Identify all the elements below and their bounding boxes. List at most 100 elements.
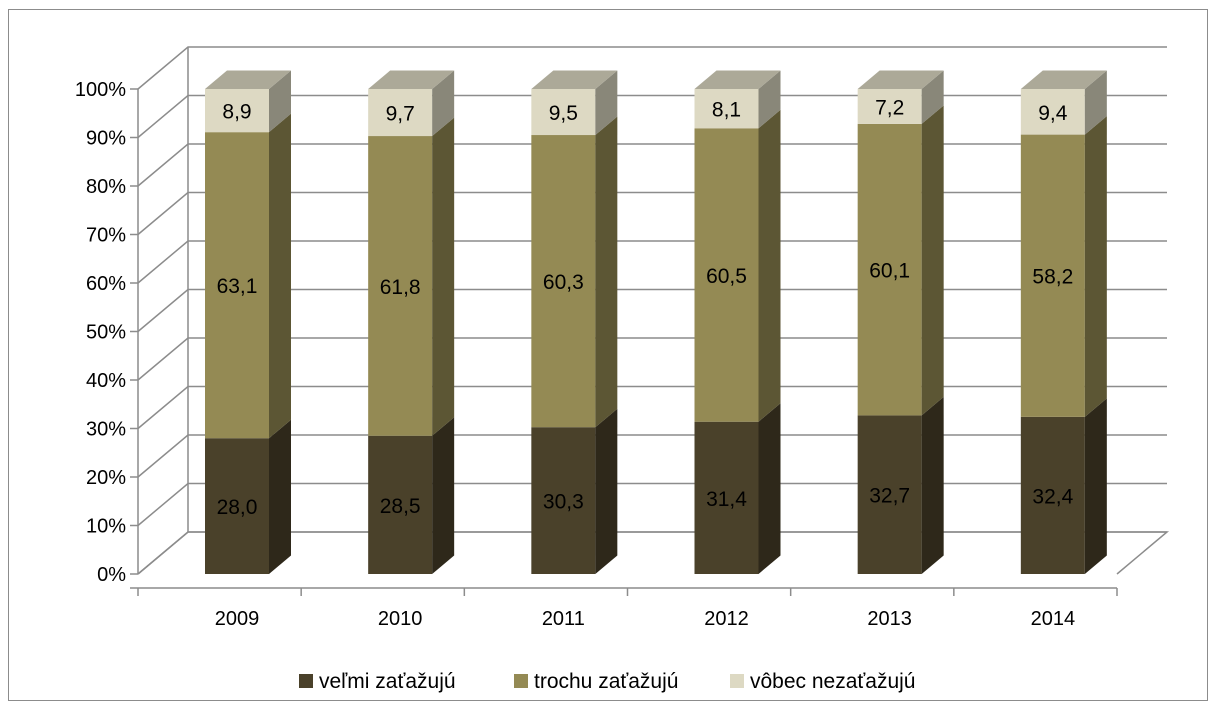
- y-tick-label: 50%: [86, 322, 126, 344]
- bar-segment-front: [368, 435, 433, 574]
- gridlines: [137, 46, 1167, 575]
- gridline: [137, 385, 1167, 430]
- stacked-bar-chart: 28,0 63,1 8,9 28,5 61,8 9,7 30,3 60,3 9,5 31,4 60,…: [75, 46, 1170, 693]
- bar-segment-side: [432, 70, 455, 137]
- y-tick-label: 100%: [75, 79, 126, 101]
- bar-segment-side: [921, 70, 944, 124]
- bar-segment-front: [694, 421, 759, 574]
- bar-segment-side: [1084, 70, 1107, 135]
- x-tick-label: 2009: [215, 608, 260, 630]
- data-label: 9,7: [386, 103, 415, 126]
- bar-segment-front: [531, 135, 596, 428]
- data-label: 58,2: [1032, 266, 1073, 289]
- bar-segment-front: [857, 415, 922, 574]
- y-tick-label: 80%: [86, 176, 126, 198]
- legend-swatch: [514, 674, 528, 688]
- bar-segment-front: [1020, 416, 1085, 574]
- legend-swatch: [299, 674, 313, 688]
- data-label: 60,1: [869, 260, 910, 283]
- y-tick-label: 0%: [97, 564, 126, 586]
- x-tick-label: 2014: [1031, 608, 1076, 630]
- bar-segment-front: [205, 89, 269, 133]
- y-tick-label: 40%: [86, 370, 126, 392]
- gridline: [137, 191, 1167, 236]
- axes: [130, 88, 1118, 596]
- x-tick-label: 2012: [704, 608, 749, 630]
- bar-segment-top: [1020, 70, 1107, 89]
- data-label: 7,2: [875, 96, 904, 119]
- data-label: 28,0: [217, 496, 258, 519]
- bar-segment-side: [595, 70, 618, 136]
- gridline: [137, 46, 1167, 90]
- bar-segment-front: [857, 123, 922, 416]
- data-label: 8,9: [222, 101, 251, 124]
- bar-segment-top: [694, 70, 781, 89]
- x-tick-label: 2013: [867, 608, 912, 630]
- data-label: 31,4: [706, 488, 747, 511]
- bar-segment-side: [595, 408, 618, 574]
- chart-area: 28,0 63,1 8,9 28,5 61,8 9,7 30,3 60,3 9,5 31,4 60,…: [8, 9, 1208, 701]
- bar-segment-side: [432, 117, 455, 436]
- legend-label: trochu zaťažujú: [534, 670, 678, 693]
- gridline: [137, 482, 1167, 527]
- bar-segment-top: [205, 70, 291, 89]
- legend-label: vôbec nezaťažujú: [750, 670, 916, 693]
- bar-segment-side: [758, 70, 781, 129]
- y-tick-label: 90%: [86, 128, 126, 150]
- floor-outline: [137, 531, 1170, 575]
- bar-segment-side: [269, 419, 291, 574]
- gridline: [137, 240, 1167, 284]
- gridline: [137, 337, 1167, 381]
- data-label: 8,1: [712, 99, 741, 122]
- gridline: [137, 143, 1167, 187]
- bar-segment-front: [1020, 89, 1085, 135]
- bar-segment-side: [269, 70, 291, 133]
- y-tick-label: 70%: [86, 225, 126, 247]
- bar-segment-front: [857, 89, 922, 124]
- bar-segment-front: [368, 89, 433, 137]
- bar-segment-side: [432, 417, 455, 574]
- legend-label: veľmi zaťažujú: [319, 670, 456, 693]
- data-label: 9,4: [1038, 102, 1068, 125]
- data-label: 60,5: [706, 265, 747, 288]
- legend: veľmi zaťažujú trochu zaťažujú vôbec nezať…: [299, 670, 916, 693]
- tick-labels: 0% 10% 20% 30% 40% 50% 60% 70% 80% 90% 100% 2009 201…: [75, 79, 1075, 630]
- y-tick-label: 60%: [86, 273, 126, 295]
- bar-segment-side: [1084, 116, 1107, 417]
- y-tick-label: 30%: [86, 419, 126, 441]
- data-label: 60,3: [543, 271, 584, 294]
- y-tick-label: 20%: [86, 467, 126, 489]
- bars: [205, 70, 1107, 574]
- bar-segment-side: [269, 113, 291, 439]
- bar-segment-side: [595, 116, 618, 428]
- y-tick-label: 10%: [86, 516, 126, 538]
- bar-segment-front: [694, 89, 759, 129]
- bar-segment-side: [921, 396, 944, 574]
- bar-segment-side: [758, 109, 781, 422]
- bar-segment-side: [1084, 398, 1107, 574]
- bar-segment-side: [758, 403, 781, 574]
- data-label: 63,1: [217, 275, 258, 298]
- data-label: 28,5: [380, 495, 421, 518]
- data-label: 30,3: [543, 491, 584, 514]
- bar-segment-front: [368, 136, 433, 436]
- bar-segment-side: [921, 105, 944, 416]
- chart-walls: [137, 47, 1170, 575]
- data-labels: 28,0 63,1 8,9 28,5 61,8 9,7 30,3 60,3 9,5 31,4 60,…: [217, 96, 1074, 519]
- data-label: 9,5: [549, 102, 578, 125]
- bar-segment-front: [531, 427, 596, 574]
- gridline: [137, 434, 1167, 478]
- bar-segment-top: [857, 70, 944, 89]
- bar-segment-top: [368, 70, 455, 89]
- bar-segment-top: [531, 70, 618, 89]
- data-label: 32,7: [869, 485, 910, 508]
- gridline: [137, 531, 1167, 575]
- data-label: 32,4: [1032, 485, 1073, 508]
- x-tick-label: 2011: [542, 608, 585, 630]
- gridline: [137, 288, 1167, 333]
- legend-swatch: [730, 674, 744, 688]
- bar-segment-front: [205, 438, 269, 574]
- bar-segment-front: [694, 128, 759, 422]
- bar-segment-front: [205, 132, 269, 439]
- x-tick-label: 2010: [378, 608, 423, 630]
